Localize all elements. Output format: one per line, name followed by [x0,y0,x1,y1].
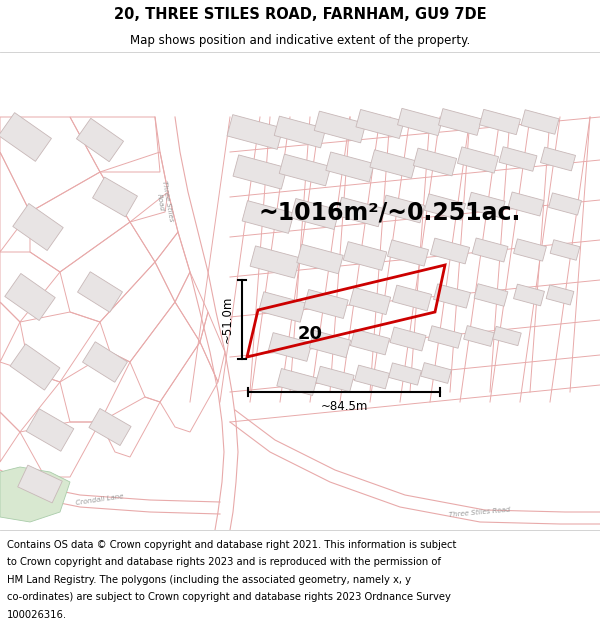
Text: 20: 20 [298,325,323,343]
Text: 100026316.: 100026316. [7,610,67,620]
Text: ~51.0m: ~51.0m [221,296,234,343]
Text: HM Land Registry. The polygons (including the associated geometry, namely x, y: HM Land Registry. The polygons (includin… [7,574,411,584]
Polygon shape [546,285,574,305]
Polygon shape [548,193,581,215]
Text: 20, THREE STILES ROAD, FARNHAM, GU9 7DE: 20, THREE STILES ROAD, FARNHAM, GU9 7DE [113,7,487,22]
Polygon shape [89,409,131,446]
Polygon shape [0,467,70,522]
Polygon shape [479,109,520,134]
Polygon shape [5,274,55,321]
Text: ~84.5m: ~84.5m [320,400,368,413]
Polygon shape [521,110,559,134]
Polygon shape [413,148,457,176]
Polygon shape [92,177,137,217]
Polygon shape [259,292,305,322]
Polygon shape [310,331,350,357]
Polygon shape [297,244,343,274]
Polygon shape [350,329,389,355]
Polygon shape [76,118,124,162]
Text: Crondall Lane: Crondall Lane [76,494,124,506]
Polygon shape [508,192,544,216]
Polygon shape [233,155,287,189]
Text: co-ordinates) are subject to Crown copyright and database rights 2023 Ordnance S: co-ordinates) are subject to Crown copyr… [7,592,451,602]
Polygon shape [268,332,312,361]
Polygon shape [314,111,366,143]
Polygon shape [326,152,374,182]
Text: Map shows position and indicative extent of the property.: Map shows position and indicative extent… [130,34,470,47]
Polygon shape [250,246,300,278]
Polygon shape [514,239,547,261]
Polygon shape [277,369,317,396]
Polygon shape [472,238,508,262]
Polygon shape [467,192,505,218]
Polygon shape [227,114,283,149]
Polygon shape [279,154,331,186]
Polygon shape [290,199,340,229]
Polygon shape [337,198,383,227]
Polygon shape [349,288,391,314]
Polygon shape [316,366,354,392]
Polygon shape [370,150,416,178]
Polygon shape [390,327,426,351]
Polygon shape [26,409,74,451]
Text: Contains OS data © Crown copyright and database right 2021. This information is : Contains OS data © Crown copyright and d… [7,539,457,549]
Polygon shape [464,326,494,346]
Polygon shape [388,240,428,266]
Text: Three Stiles Road: Three Stiles Road [449,506,511,518]
Text: to Crown copyright and database rights 2023 and is reproduced with the permissio: to Crown copyright and database rights 2… [7,557,441,567]
Polygon shape [18,465,62,503]
Polygon shape [514,284,544,306]
Polygon shape [356,109,404,139]
Polygon shape [474,284,508,306]
Text: Three Stiles
Road: Three Stiles Road [154,181,174,224]
Polygon shape [550,240,580,260]
Polygon shape [421,362,451,383]
Polygon shape [13,204,63,251]
Polygon shape [0,112,52,161]
Polygon shape [10,344,60,390]
Polygon shape [274,116,326,148]
Polygon shape [77,272,122,312]
Polygon shape [541,147,575,171]
Polygon shape [430,238,470,264]
Polygon shape [398,108,442,136]
Polygon shape [493,326,521,346]
Text: ~1016m²/~0.251ac.: ~1016m²/~0.251ac. [259,200,521,224]
Polygon shape [434,284,470,308]
Polygon shape [428,326,462,348]
Polygon shape [242,201,294,233]
Polygon shape [499,147,537,171]
Polygon shape [389,363,421,385]
Polygon shape [382,195,425,223]
Polygon shape [355,365,389,389]
Polygon shape [439,109,482,136]
Polygon shape [343,242,387,271]
Polygon shape [392,285,431,311]
Polygon shape [457,147,499,173]
Polygon shape [424,194,466,220]
Polygon shape [304,289,348,319]
Polygon shape [83,342,127,382]
